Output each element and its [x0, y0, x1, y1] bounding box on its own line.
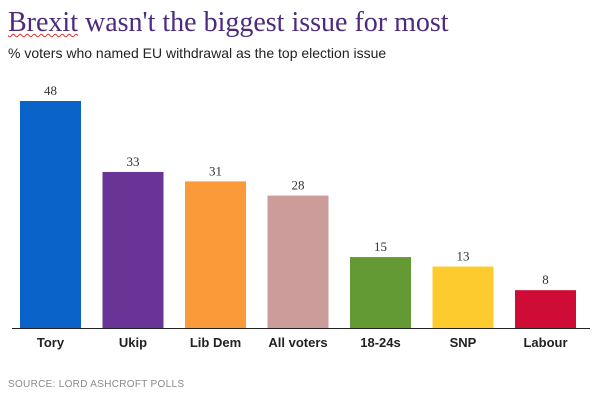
category-label: Lib Dem: [190, 335, 241, 350]
value-label: 13: [457, 249, 470, 264]
category-label: Tory: [37, 335, 65, 350]
value-label: 31: [209, 163, 222, 178]
chart-subtitle: % voters who named EU withdrawal as the …: [8, 45, 387, 61]
value-label: 48: [44, 83, 57, 98]
bar-labour: [515, 290, 576, 328]
category-label: All voters: [268, 335, 327, 350]
category-label: 18-24s: [360, 335, 400, 350]
bar-18-24s: [350, 257, 411, 328]
source-note: SOURCE: LORD ASHCROFT POLLS: [8, 379, 185, 390]
chart-title: Brexit wasn't the biggest issue for most: [8, 6, 449, 40]
chart-title-rest: wasn't the biggest issue for most: [78, 7, 449, 38]
category-label: SNP: [450, 335, 477, 350]
category-label: Ukip: [119, 335, 147, 350]
value-label: 8: [542, 272, 549, 287]
bar-snp: [432, 266, 494, 328]
bar-all-voters: [267, 195, 329, 328]
value-label: 28: [292, 178, 305, 193]
bar-tory: [20, 101, 81, 328]
value-label: 33: [127, 154, 140, 169]
bar-ukip: [102, 171, 164, 328]
category-label: Labour: [523, 335, 567, 350]
chart-title-underlined-word: Brexit: [8, 7, 78, 38]
value-label: 15: [374, 239, 387, 254]
bar-lib-dem: [185, 181, 246, 328]
